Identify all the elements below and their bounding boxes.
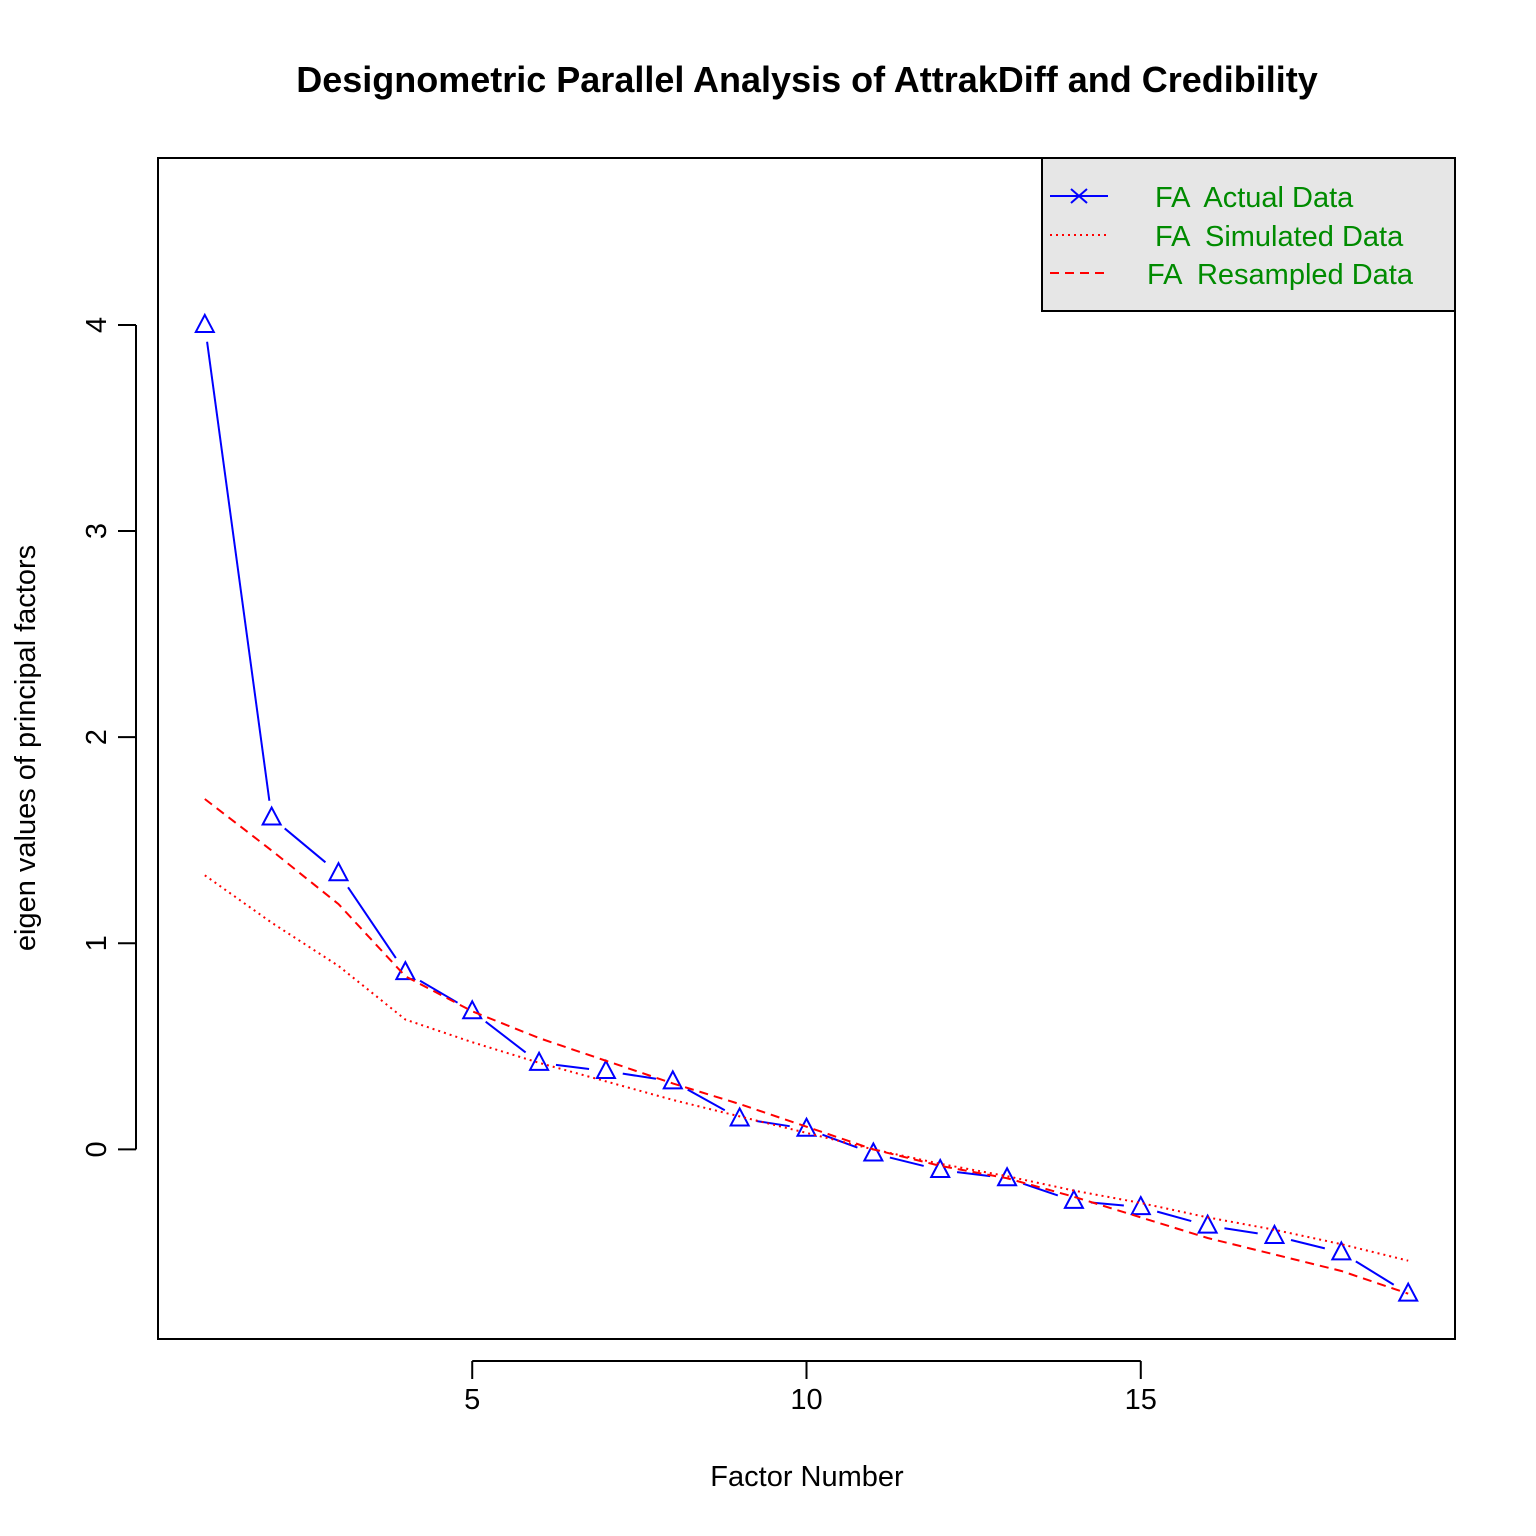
series-actual-segment xyxy=(956,1171,991,1178)
series-actual-segment xyxy=(347,886,397,959)
series-actual-segment xyxy=(419,979,459,1004)
series-actual-segment xyxy=(1224,1227,1258,1235)
series-actual-point xyxy=(528,1050,550,1071)
series-actual-segment xyxy=(485,1020,527,1054)
x-tick-label: 5 xyxy=(464,1384,480,1416)
series-actual-point xyxy=(929,1157,951,1178)
series-actual-segment xyxy=(889,1156,924,1167)
series-actual-point xyxy=(996,1166,1018,1187)
x-tick-label: 15 xyxy=(1125,1384,1157,1416)
legend-label-simulated: FA Simulated Data xyxy=(1155,221,1404,253)
series-actual-segment xyxy=(555,1063,590,1070)
y-tick-label: 1 xyxy=(81,935,113,951)
series-actual-segment xyxy=(822,1133,858,1149)
series-actual-point xyxy=(194,312,216,333)
y-axis-label: eigen values of principal factors xyxy=(10,545,42,951)
series-actual-point xyxy=(1330,1240,1353,1261)
y-axis: 0 1 2 3 4 xyxy=(81,317,137,1157)
x-tick-label: 10 xyxy=(790,1384,822,1416)
series-layer xyxy=(194,312,1419,1302)
series-actual-point xyxy=(595,1058,617,1080)
legend-label-actual: FA Actual Data xyxy=(1155,182,1354,214)
series-actual-segment xyxy=(1355,1260,1395,1286)
plot-frame xyxy=(157,157,1456,1340)
y-tick-label: 4 xyxy=(81,317,113,333)
x-axis: 5 10 15 xyxy=(464,1360,1157,1416)
series-actual-point xyxy=(1196,1213,1219,1234)
legend-cross-marker xyxy=(1070,188,1088,204)
series-resampled-line xyxy=(204,798,1409,1295)
series-actual-point xyxy=(795,1116,818,1137)
chart-title: Designometric Parallel Analysis of Attra… xyxy=(296,59,1318,100)
series-actual-segment xyxy=(1156,1210,1192,1223)
series-actual-point xyxy=(260,805,283,826)
series-actual-point xyxy=(728,1106,751,1127)
series-actual-point xyxy=(461,999,483,1020)
legend-box xyxy=(1041,157,1456,312)
y-tick-label: 0 xyxy=(81,1141,113,1157)
series-simulated-line xyxy=(204,874,1409,1262)
y-tick-label: 2 xyxy=(81,729,113,745)
series-actual-segment xyxy=(206,341,271,801)
x-axis-label: Factor Number xyxy=(710,1461,904,1493)
series-actual-segment xyxy=(622,1072,657,1080)
series-actual-point xyxy=(327,861,350,882)
series-actual-point xyxy=(1397,1281,1419,1302)
legend: FA Actual Data FA Simulated Data FA Resa… xyxy=(1041,157,1456,312)
series-actual-segment xyxy=(284,827,327,864)
series-actual-point xyxy=(1063,1188,1085,1209)
series-actual-point xyxy=(662,1069,684,1090)
legend-label-resampled: FA Resampled Data xyxy=(1147,259,1414,291)
y-tick-label: 3 xyxy=(81,523,113,539)
series-actual-segment xyxy=(687,1088,726,1112)
series-actual-point xyxy=(862,1141,885,1162)
series-actual-segment xyxy=(1022,1182,1059,1197)
series-actual-segment xyxy=(1290,1239,1326,1250)
series-actual-point xyxy=(1130,1194,1152,1216)
series-actual-point xyxy=(1263,1223,1286,1244)
